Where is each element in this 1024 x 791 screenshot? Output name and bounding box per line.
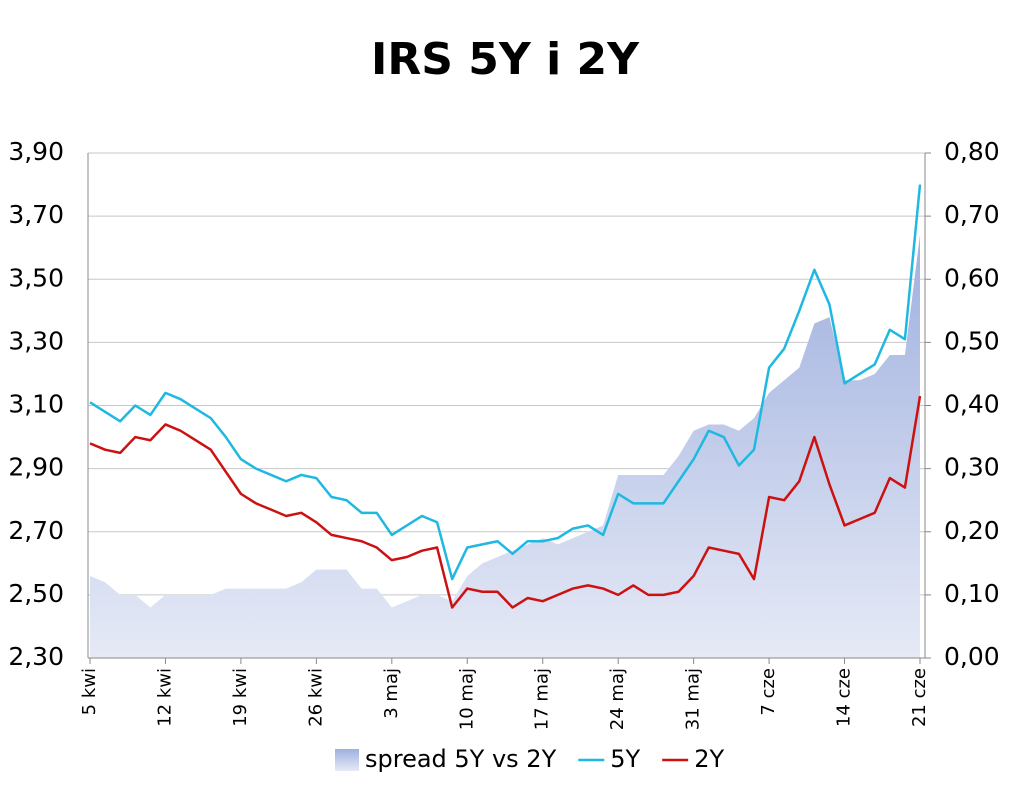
series-line bbox=[89, 395, 922, 609]
y2-tick-label: 0,10 bbox=[944, 579, 1000, 608]
x-tick-label: 3 maj bbox=[381, 668, 402, 719]
y2-tick-label: 0,30 bbox=[944, 453, 1000, 482]
x-tick-label: 19 kwi bbox=[230, 668, 251, 727]
legend-label: spread 5Y vs 2Y bbox=[365, 745, 557, 773]
y2-tick-label: 0,50 bbox=[944, 326, 1000, 355]
y-tick-label: 3,90 bbox=[8, 137, 64, 166]
x-tick-label: 24 maj bbox=[607, 668, 628, 730]
x-tick-label: 31 maj bbox=[683, 668, 704, 730]
y2-tick-label: 0,00 bbox=[944, 642, 1000, 671]
x-tick-label: 5 kwi bbox=[79, 668, 100, 715]
y-tick-label: 2,30 bbox=[8, 642, 64, 671]
y2-tick-label: 0,80 bbox=[944, 137, 1000, 166]
y-tick-label: 3,10 bbox=[8, 390, 64, 419]
y2-tick-label: 0,70 bbox=[944, 200, 1000, 229]
x-tick-label: 26 kwi bbox=[305, 668, 326, 727]
x-tick-label: 10 maj bbox=[456, 668, 477, 730]
y2-tick-label: 0,40 bbox=[944, 390, 1000, 419]
y-tick-label: 2,90 bbox=[8, 453, 64, 482]
x-tick-label: 12 kwi bbox=[154, 668, 175, 727]
x-tick-label: 14 cze bbox=[834, 668, 855, 727]
x-tick-label: 21 cze bbox=[909, 668, 930, 727]
y2-tick-label: 0,60 bbox=[944, 263, 1000, 292]
legend-swatch bbox=[335, 749, 359, 771]
chart-title: IRS 5Y i 2Y bbox=[371, 34, 640, 85]
y-tick-label: 2,50 bbox=[8, 579, 64, 608]
y-tick-label: 3,30 bbox=[8, 326, 64, 355]
y2-tick-label: 0,20 bbox=[944, 516, 1000, 545]
x-tick-label: 7 cze bbox=[758, 668, 779, 716]
spread-area bbox=[90, 235, 920, 658]
y-tick-label: 3,50 bbox=[8, 263, 64, 292]
legend-label: 2Y bbox=[694, 745, 724, 773]
series-line bbox=[89, 184, 922, 581]
y-tick-label: 3,70 bbox=[8, 200, 64, 229]
legend-label: 5Y bbox=[610, 745, 640, 773]
y-tick-label: 2,70 bbox=[8, 516, 64, 545]
x-tick-label: 17 maj bbox=[532, 668, 553, 730]
